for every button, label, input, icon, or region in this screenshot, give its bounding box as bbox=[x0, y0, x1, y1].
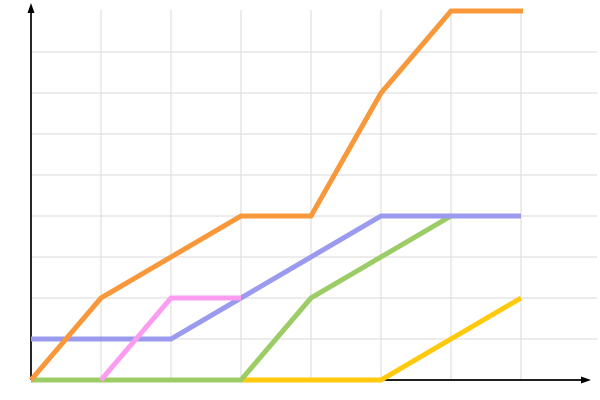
series-line-pink bbox=[99, 295, 241, 382]
y-axis-arrow-icon bbox=[27, 3, 35, 13]
series-line-orange bbox=[29, 8, 524, 382]
series-line-purple bbox=[31, 213, 521, 342]
x-axis-arrow-icon bbox=[581, 376, 591, 384]
series-line-green bbox=[31, 213, 453, 383]
